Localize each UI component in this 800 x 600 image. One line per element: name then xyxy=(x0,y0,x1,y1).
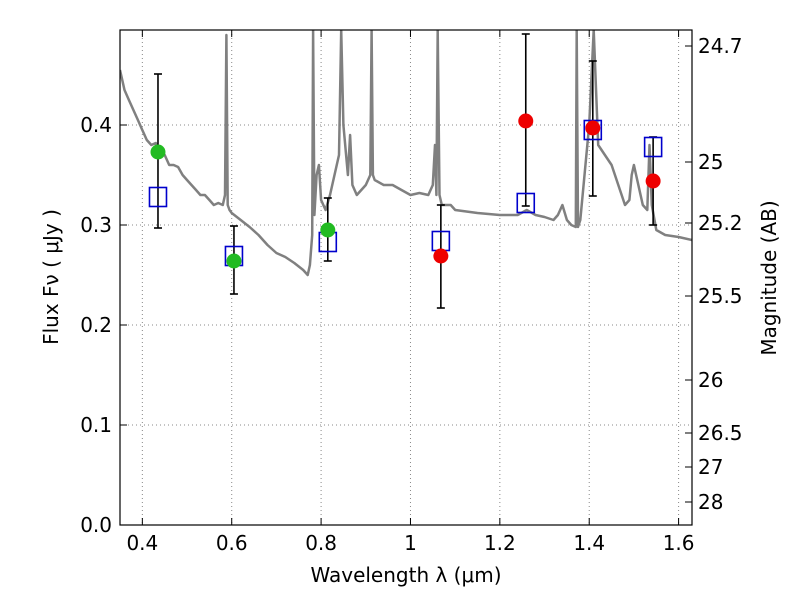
optical-point xyxy=(226,253,242,269)
infrared-point xyxy=(585,120,601,136)
ticks: 0.4 0.6 0.8 1 1.2 1.4 1.6 0.0 0.1 0.2 0.3 0.4 24.7 25… xyxy=(80,30,743,555)
right-axis-label: Magnitude (AB) xyxy=(757,200,781,355)
x-tick-label: 1.6 xyxy=(663,531,695,555)
right-tick-label: 24.7 xyxy=(698,34,743,58)
plot-frame xyxy=(119,29,693,526)
model-square-marker xyxy=(643,136,663,158)
right-tick-label: 26.5 xyxy=(698,421,743,445)
optical-point xyxy=(150,144,166,160)
right-tick-label: 28 xyxy=(698,490,723,514)
template-spectrum-line xyxy=(120,30,692,277)
optical-point xyxy=(320,222,336,238)
right-tick-label: 25.2 xyxy=(698,211,743,235)
model-square-marker xyxy=(148,186,168,208)
template-spectrum xyxy=(120,30,692,277)
y-tick-label: 0.4 xyxy=(80,113,112,137)
x-axis-label: Wavelength λ (μm) xyxy=(310,563,501,587)
x-tick-label: 0.6 xyxy=(216,531,248,555)
x-tick-label: 1.2 xyxy=(484,531,516,555)
right-tick-label: 25 xyxy=(698,150,723,174)
infrared-point xyxy=(518,113,534,129)
model-square-marker xyxy=(516,192,536,214)
infrared-point xyxy=(645,173,661,189)
observed-photometry xyxy=(150,113,661,269)
y-tick-label: 0.2 xyxy=(80,313,112,337)
right-tick-label: 27 xyxy=(698,455,723,479)
x-tick-label: 0.8 xyxy=(305,531,337,555)
right-tick-label: 26 xyxy=(698,368,723,392)
right-tick-label: 25.5 xyxy=(698,284,743,308)
x-tick-label: 0.4 xyxy=(126,531,158,555)
infrared-point xyxy=(433,248,449,264)
y-tick-label: 0.1 xyxy=(80,413,112,437)
y-tick-label: 0.0 xyxy=(80,513,112,537)
y-tick-label: 0.3 xyxy=(80,213,112,237)
x-tick-label: 1 xyxy=(404,531,417,555)
y-axis-label: Flux Fν ( μJy ) xyxy=(39,209,63,345)
x-tick-label: 1.4 xyxy=(573,531,605,555)
